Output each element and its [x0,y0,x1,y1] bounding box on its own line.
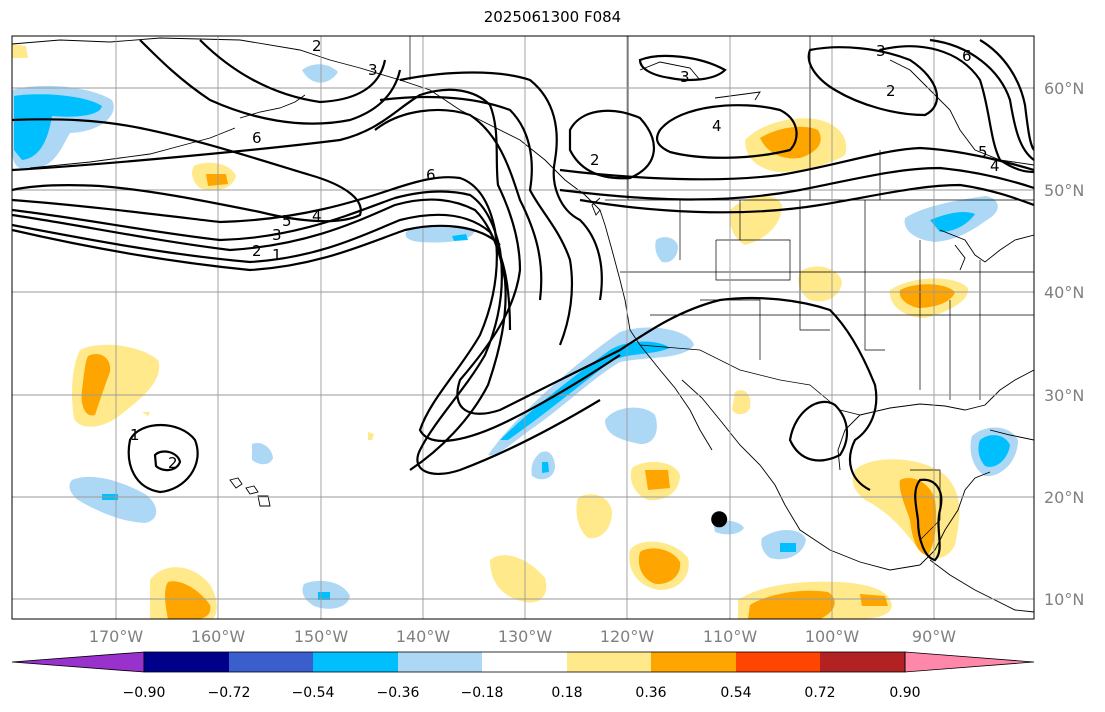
contour-label-4b: 4 [712,117,722,135]
colorbar-tick-label: −0.36 [377,685,420,701]
lon-tick-label: 130°W [498,627,553,646]
contour-label-3b: 3 [272,226,282,244]
colorbar-segment [820,652,905,672]
lon-tick-label: 160°W [191,627,246,646]
lat-axis-labels: 60°N 50°N 40°N 30°N 20°N 10°N [1044,79,1084,609]
colorbar-tick-label: −0.90 [123,685,166,701]
contour-label-5b: 5 [978,143,988,161]
contour-label-1a: 1 [272,246,282,264]
contour-label-2d: 2 [886,82,896,100]
colorbar-tick-label: 0.54 [720,685,751,701]
colorbar-tick-label: −0.18 [461,685,504,701]
contour-label-6a: 6 [252,129,262,147]
colorbar-segment [567,652,651,672]
contour-label-2b: 2 [252,242,262,260]
lon-tick-label: 170°W [89,627,144,646]
colorbar-extend-high [904,651,1035,673]
contour-label-4a: 4 [312,207,322,225]
map-title: 2025061300 F084 [483,8,622,26]
colorbar-segment [398,652,482,672]
lat-tick-label: 20°N [1044,488,1084,507]
lat-tick-label: 30°N [1044,386,1084,405]
colorbar-segment [144,652,229,672]
contour-label-group: 2 3 6 6 4 5 3 2 1 3 2 4 3 2 6 5 4 1 2 [130,37,1000,472]
lat-tick-label: 40°N [1044,283,1084,302]
contour-label-3c: 3 [680,68,690,86]
contour-label-6c: 6 [962,47,972,65]
lon-tick-label: 100°W [805,627,860,646]
colorbar-segment [736,652,820,672]
lon-tick-label: 140°W [396,627,451,646]
contour-label-2c: 2 [590,151,600,169]
coastlines [12,37,1034,613]
colorbar-segment [229,652,313,672]
colorbar-tick-label: 0.72 [804,685,835,701]
colorbar-outline [143,651,906,673]
storm-center-marker [711,511,728,528]
colorbar-tick-label: 0.36 [635,685,666,701]
colorbar-tick-label: −0.72 [208,685,251,701]
colorbar-tick-label: 0.90 [889,685,920,701]
map-background [12,36,1034,619]
lon-tick-label: 110°W [703,627,758,646]
contour-label-3d: 3 [876,42,886,60]
contour-label-1b: 1 [130,426,140,444]
colorbar-extend-low [11,651,145,673]
contour-label-2e: 2 [168,454,178,472]
lat-tick-label: 50°N [1044,181,1084,200]
colorbar-tick-label: −0.54 [292,685,335,701]
contour-lines [12,38,1034,562]
contour-label-6b: 6 [426,166,436,184]
contour-label-3a: 3 [368,61,378,79]
lat-tick-label: 60°N [1044,79,1084,98]
lon-axis-labels: 170°W 160°W 150°W 140°W 130°W 120°W 110°… [89,627,956,646]
colorbar-segment [482,652,567,672]
contour-label-4c: 4 [990,157,1000,175]
contour-label-2a: 2 [312,37,322,55]
lon-tick-label: 120°W [600,627,655,646]
colorbar-segment [313,652,398,672]
contour-label-5a: 5 [282,212,292,230]
lon-tick-label: 150°W [294,627,349,646]
lat-tick-label: 10°N [1044,590,1084,609]
colorbar: −0.90 −0.72 −0.54 −0.36 −0.18 0.18 0.36 … [11,651,1035,701]
colorbar-segment [651,652,736,672]
lon-tick-label: 90°W [912,627,956,646]
colorbar-tick-label: 0.18 [551,685,582,701]
map-frame [11,35,1035,620]
